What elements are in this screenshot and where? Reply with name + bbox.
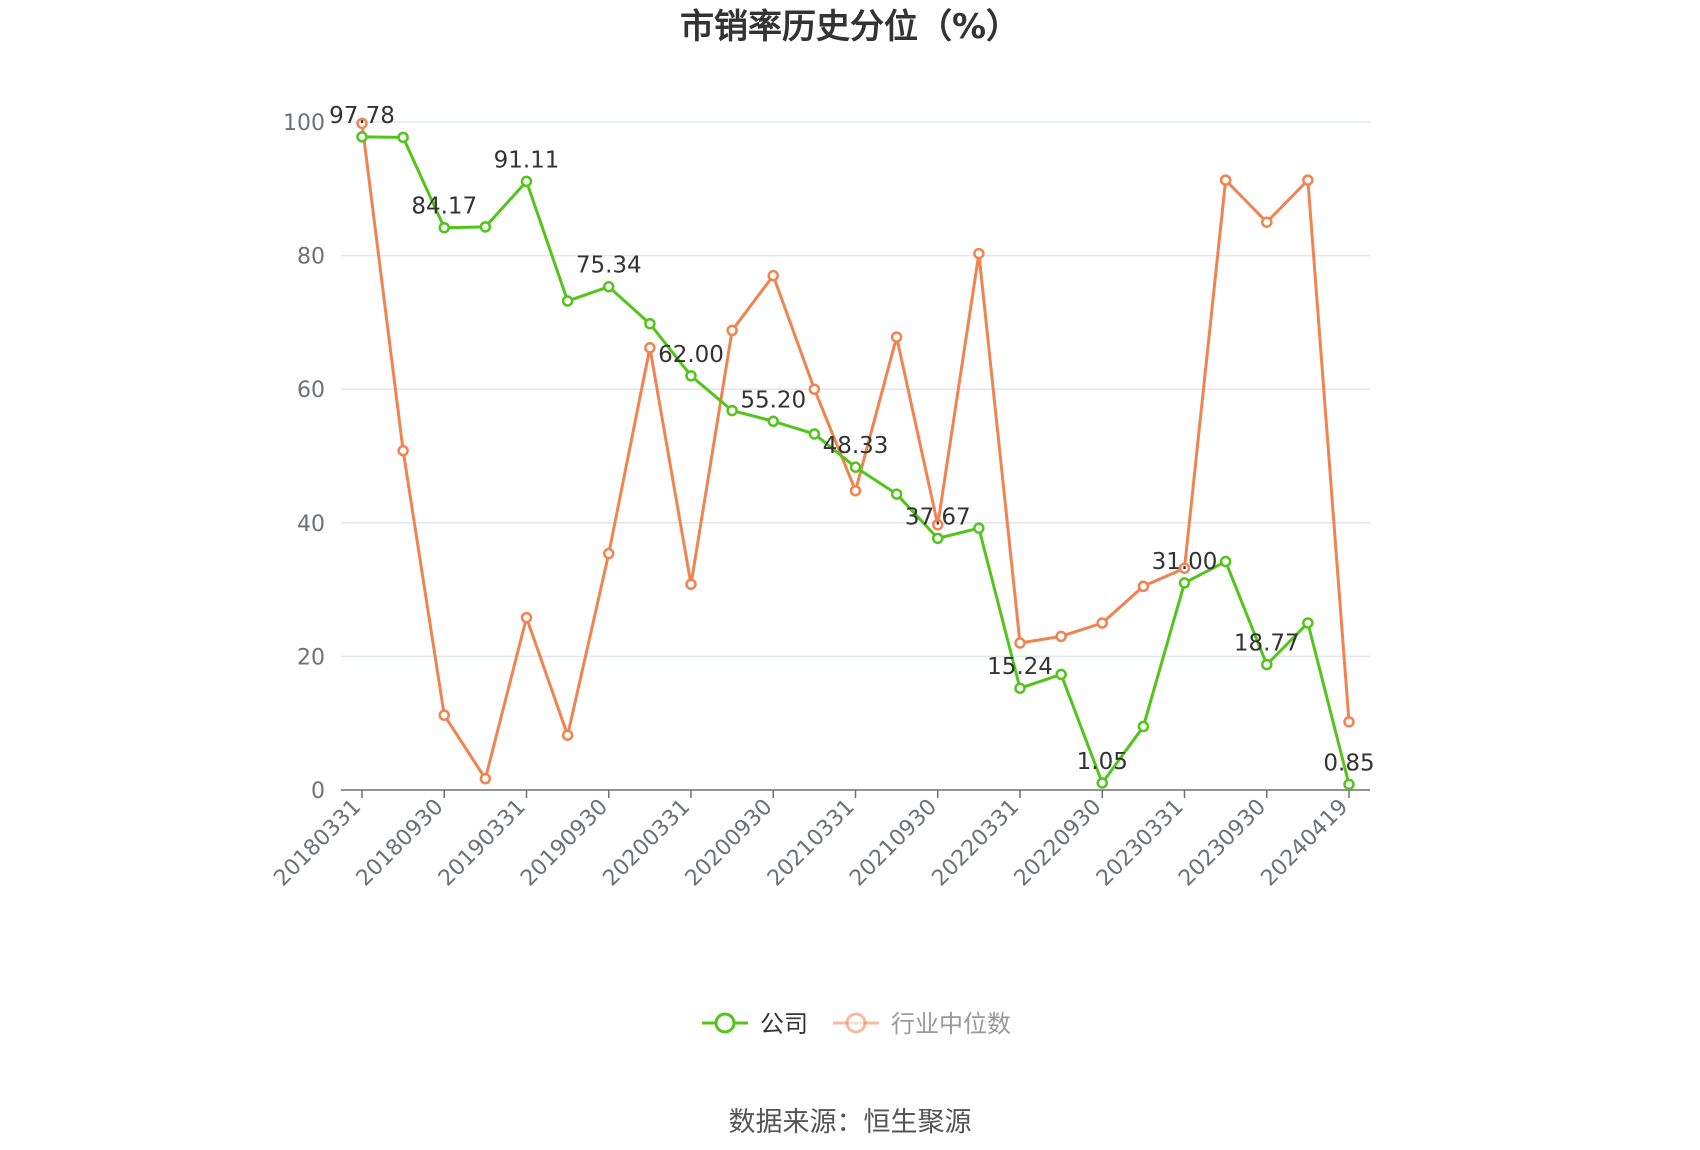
data-point[interactable]	[1302, 174, 1314, 186]
data-point[interactable]	[438, 709, 450, 721]
data-point[interactable]	[479, 772, 492, 785]
x-tick-label: 20180331	[269, 795, 366, 892]
x-tick-label: 20200930	[681, 795, 778, 892]
x-tick-label: 20210930	[845, 795, 942, 892]
data-label: 91.11	[494, 147, 560, 173]
legend-label: 行业中位数	[891, 1010, 1011, 1038]
data-point[interactable]	[1343, 716, 1355, 728]
data-point[interactable]	[1178, 577, 1191, 589]
data-label: 48.33	[823, 433, 889, 459]
y-axis: 0 20 40 60 80 100	[283, 111, 325, 804]
data-point[interactable]	[726, 324, 738, 337]
legend-item-company[interactable]: 公司	[702, 1010, 808, 1038]
y-tick-label: 100	[283, 111, 325, 136]
data-point[interactable]	[1014, 637, 1026, 649]
x-tick-label: 20240419	[1256, 795, 1353, 892]
data-label: 37.67	[905, 504, 971, 530]
data-point[interactable]	[603, 547, 615, 560]
data-label: 1.05	[1077, 749, 1128, 775]
data-label: 0.85	[1323, 750, 1374, 776]
x-tick-label: 20190930	[516, 795, 613, 892]
x-tick-label: 20230930	[1174, 795, 1271, 892]
data-point[interactable]	[397, 444, 409, 457]
data-labels: 97.78 84.17 91.11 75.34 62.00 55.20 48.33 37.67…	[329, 103, 1375, 776]
y-tick-label: 40	[297, 512, 325, 537]
data-label: 97.78	[329, 103, 395, 129]
data-label: 55.20	[740, 387, 806, 413]
data-point[interactable]	[397, 131, 409, 144]
x-tick-label: 20220930	[1010, 795, 1107, 892]
data-point[interactable]	[973, 247, 985, 260]
chart-title: 市销率历史分位（%）	[680, 7, 1020, 47]
data-point[interactable]	[356, 131, 368, 143]
x-tick-label: 20200331	[598, 795, 695, 892]
data-point[interactable]	[685, 578, 697, 591]
legend[interactable]: 公司 行业中位数	[702, 1010, 1011, 1038]
data-label: 31.00	[1152, 549, 1218, 575]
legend-item-industry-median[interactable]: 行业中位数	[833, 1010, 1011, 1038]
data-point[interactable]	[561, 729, 574, 741]
x-tick-label: 20220331	[927, 795, 1024, 892]
data-point[interactable]	[644, 317, 656, 330]
data-point[interactable]	[1302, 617, 1314, 629]
data-point[interactable]	[1055, 630, 1067, 643]
data-point[interactable]	[1096, 617, 1108, 629]
x-tick-label: 20230331	[1092, 795, 1189, 892]
data-point[interactable]	[1137, 580, 1150, 593]
data-point[interactable]	[1055, 668, 1067, 681]
data-label: 84.17	[411, 194, 477, 220]
data-point[interactable]	[685, 370, 697, 382]
data-label: 15.24	[987, 654, 1053, 680]
data-point[interactable]	[561, 295, 574, 307]
data-point[interactable]	[1096, 777, 1108, 789]
data-point[interactable]	[603, 280, 615, 293]
legend-marker-icon	[845, 1012, 867, 1034]
data-label: 62.00	[658, 342, 724, 368]
data-point[interactable]	[808, 383, 821, 395]
legend-marker-icon	[714, 1012, 736, 1034]
data-point[interactable]	[1219, 555, 1232, 568]
data-point[interactable]	[1261, 216, 1273, 228]
data-label: 75.34	[576, 253, 642, 279]
data-point[interactable]	[808, 428, 821, 440]
data-point[interactable]	[1219, 174, 1232, 186]
data-point[interactable]	[644, 342, 656, 354]
source-note: 数据来源：恒生聚源	[729, 1107, 972, 1138]
x-tick-label: 20180930	[352, 795, 449, 892]
x-tick-label: 20210331	[763, 795, 860, 892]
data-point[interactable]	[1261, 658, 1273, 671]
grid-lines	[341, 121, 1370, 658]
data-point[interactable]	[849, 484, 862, 497]
data-point[interactable]	[1343, 778, 1355, 791]
data-point[interactable]	[1014, 682, 1026, 694]
x-tick-label: 20190331	[434, 795, 531, 892]
series-group	[356, 117, 1355, 791]
data-point[interactable]	[890, 331, 903, 343]
y-tick-label: 60	[297, 378, 325, 403]
data-point[interactable]	[356, 117, 368, 130]
data-point[interactable]	[890, 488, 903, 500]
data-point[interactable]	[1178, 562, 1191, 574]
data-point[interactable]	[973, 522, 985, 534]
data-point[interactable]	[932, 519, 944, 531]
data-point[interactable]	[726, 404, 738, 417]
data-label: 18.77	[1234, 631, 1300, 657]
data-point[interactable]	[479, 221, 492, 233]
data-point[interactable]	[520, 175, 533, 188]
data-point[interactable]	[932, 532, 944, 545]
data-point[interactable]	[767, 269, 779, 282]
y-tick-label: 20	[297, 645, 325, 670]
legend-label: 公司	[760, 1010, 808, 1038]
data-point[interactable]	[767, 415, 779, 428]
data-point[interactable]	[438, 221, 450, 234]
data-point[interactable]	[1137, 720, 1150, 733]
data-point[interactable]	[849, 461, 862, 473]
y-tick-label: 80	[297, 245, 325, 270]
data-point[interactable]	[520, 611, 533, 624]
x-axis: 2018033120180930201903312019093020200331…	[269, 789, 1370, 892]
y-tick-label: 0	[311, 779, 325, 804]
